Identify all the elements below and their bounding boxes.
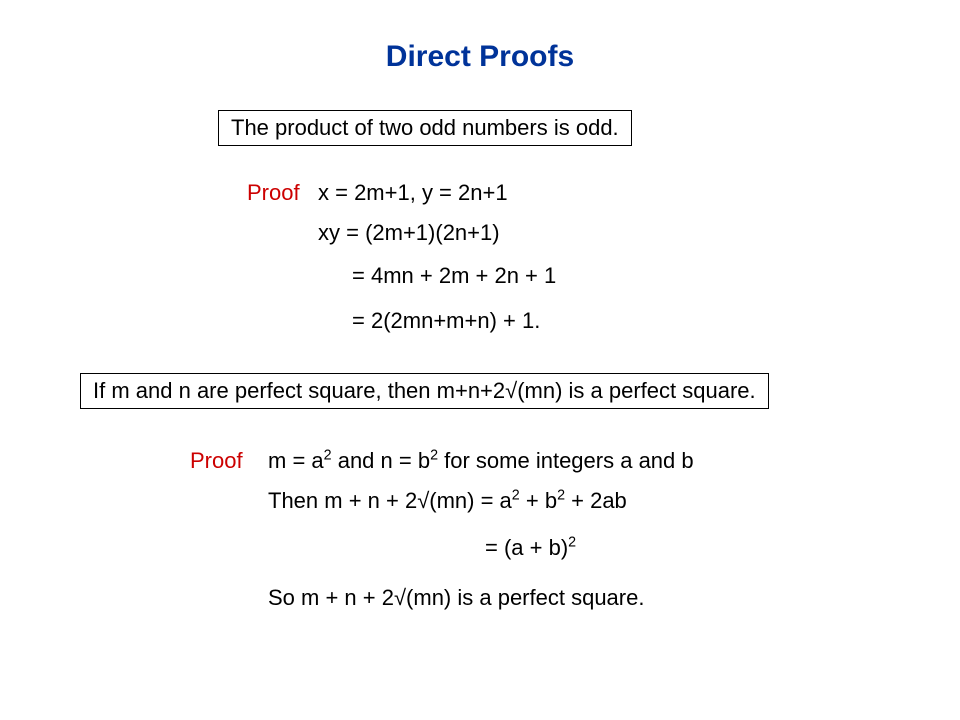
p2l1-a: m = a <box>268 448 324 473</box>
p2l2-a: Then m + n + 2√(mn) = a <box>268 488 512 513</box>
proof-2-line-3: = (a + b)2 <box>485 535 576 561</box>
theorem-1-box: The product of two odd numbers is odd. <box>218 110 632 146</box>
p2l2-c: + 2ab <box>565 488 627 513</box>
p2l3-a: = (a + b) <box>485 535 568 560</box>
proof-1-line-1: x = 2m+1, y = 2n+1 <box>318 180 508 206</box>
theorem-1-text: The product of two odd numbers is odd. <box>231 115 619 140</box>
proof-1-line-4: = 2(2mn+m+n) + 1. <box>352 308 540 334</box>
p2l1-b: and n = b <box>332 448 430 473</box>
proof-2-line-4: So m + n + 2√(mn) is a perfect square. <box>268 585 644 611</box>
exp-icon: 2 <box>512 488 520 504</box>
theorem-2-text: If m and n are perfect square, then m+n+… <box>93 378 756 403</box>
p2l2-b: + b <box>520 488 557 513</box>
proof-1-line-2: xy = (2m+1)(2n+1) <box>318 220 500 246</box>
exp-icon: 2 <box>568 535 576 551</box>
proof-2-label: Proof <box>190 448 243 474</box>
theorem-2-box: If m and n are perfect square, then m+n+… <box>80 373 769 409</box>
proof-1-label: Proof <box>247 180 300 206</box>
exp-icon: 2 <box>557 488 565 504</box>
proof-2-line-1: m = a2 and n = b2 for some integers a an… <box>268 448 694 474</box>
exp-icon: 2 <box>324 448 332 464</box>
p2l1-c: for some integers a and b <box>438 448 694 473</box>
slide: Direct Proofs The product of two odd num… <box>0 0 960 720</box>
exp-icon: 2 <box>430 448 438 464</box>
proof-1-line-3: = 4mn + 2m + 2n + 1 <box>352 263 556 289</box>
slide-title: Direct Proofs <box>0 40 960 74</box>
proof-2-line-2: Then m + n + 2√(mn) = a2 + b2 + 2ab <box>268 488 627 514</box>
